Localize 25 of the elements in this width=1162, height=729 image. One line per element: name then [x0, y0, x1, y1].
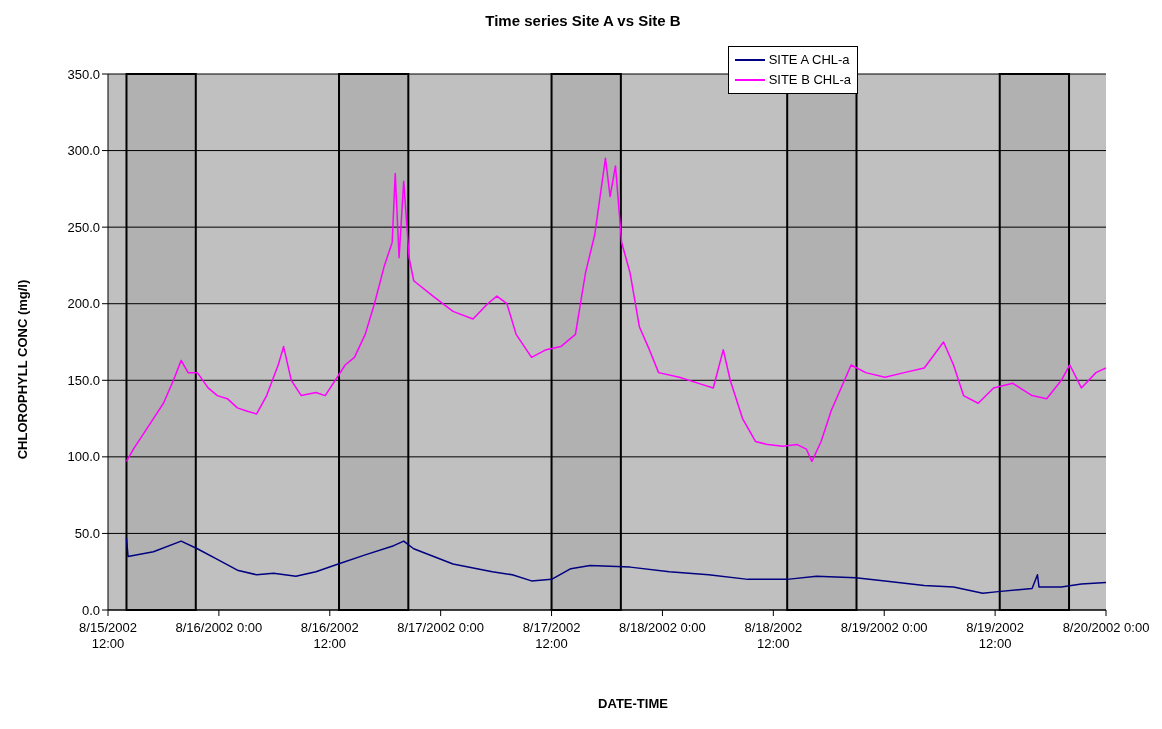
x-tick-label: 8/15/2002 12:00	[79, 620, 137, 651]
y-tick-label: 350.0	[67, 66, 100, 82]
y-tick-label: 250.0	[67, 219, 100, 235]
x-axis-title: DATE-TIME	[597, 696, 669, 711]
chart-title: Time series Site A vs Site B	[484, 12, 682, 29]
x-tick-label: 8/18/2002 12:00	[744, 620, 803, 651]
x-tick-label: 8/17/2002 12:00	[522, 620, 581, 651]
y-tick-label: 300.0	[67, 143, 100, 159]
x-tick-label: 8/20/2002 0:00	[1062, 620, 1150, 635]
line-series	[125, 157, 1106, 463]
y-tick-label: 0.0	[81, 602, 100, 618]
legend-label: SITE B CHL-a	[768, 71, 851, 89]
line-series	[125, 537, 1106, 594]
y-tick-label: 200.0	[67, 296, 100, 312]
y-tick-label: 50.0	[74, 526, 100, 542]
legend-label: SITE A CHL-a	[768, 51, 850, 69]
y-tick-label: 100.0	[67, 449, 100, 465]
x-tick-label: 8/16/2002 0:00	[175, 620, 263, 635]
x-tick-label: 8/19/2002 12:00	[966, 620, 1025, 651]
y-axis-title: CHLOROPHYLL CONC (mg/l)	[15, 279, 31, 459]
x-tick-label: 8/19/2002 0:00	[840, 620, 928, 635]
y-tick-label: 150.0	[67, 372, 100, 388]
x-tick-label: 8/18/2002 0:00	[619, 620, 706, 635]
x-tick-label: 8/17/2002 0:00	[397, 620, 485, 635]
x-tick-label: 8/16/2002 12:00	[300, 620, 359, 651]
